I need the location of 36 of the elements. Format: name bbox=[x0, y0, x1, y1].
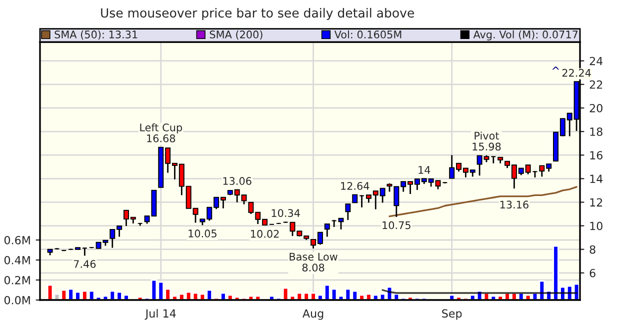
legend-label: SMA (200) bbox=[210, 30, 262, 40]
text: Pivot 15.98 bbox=[472, 132, 501, 151]
legend-label: Vol: 0.1605M bbox=[334, 30, 402, 38]
y-tick-label: 10 bbox=[590, 222, 602, 230]
text: 10.34 bbox=[272, 209, 300, 217]
y-tick-label: 16 bbox=[590, 151, 602, 160]
text: Left Cup 16.68 bbox=[140, 123, 182, 142]
chart-title: Use mouseover price bar to see daily detail above bbox=[101, 8, 414, 20]
y2-tick-label: 0.6M bbox=[4, 236, 30, 244]
text: 7.46 bbox=[74, 260, 96, 268]
text: 14 bbox=[418, 166, 430, 174]
y-tick-label: 14 bbox=[590, 174, 603, 183]
text: 10.75 bbox=[382, 221, 410, 230]
legend-label: Avg. Vol (M): 0.0717 bbox=[473, 30, 578, 40]
y2-tick-label: 0.4M bbox=[4, 256, 30, 264]
text: 13.16 bbox=[500, 200, 528, 209]
x-tick-label: Sep bbox=[442, 309, 462, 320]
x-tick-label: Aug bbox=[302, 309, 324, 320]
y-tick-label: 12 bbox=[590, 198, 602, 206]
y-tick-label: 22 bbox=[590, 80, 602, 89]
x-tick-label: Jul 14 bbox=[144, 309, 176, 320]
y-tick-label: 24 bbox=[590, 56, 603, 66]
y-tick-label: 8 bbox=[590, 245, 596, 254]
text: 10.02 bbox=[251, 230, 279, 238]
text: 22.24 bbox=[562, 68, 591, 77]
y-tick-label: 20 bbox=[590, 104, 602, 112]
annotation: ^ bbox=[552, 66, 560, 70]
y-tick-label: 18 bbox=[590, 128, 602, 136]
text: Base Low 8.08 bbox=[290, 252, 338, 272]
text: 13.06 bbox=[223, 177, 252, 185]
y2-tick-label: 0.0M bbox=[4, 296, 30, 304]
legend-label: SMA (50): 13.31 bbox=[54, 30, 138, 40]
y-tick-label: 6 bbox=[590, 268, 596, 278]
text: 10.05 bbox=[188, 230, 216, 238]
text: 12.64 bbox=[341, 182, 370, 190]
y2-tick-label: 0.2M bbox=[4, 276, 30, 284]
